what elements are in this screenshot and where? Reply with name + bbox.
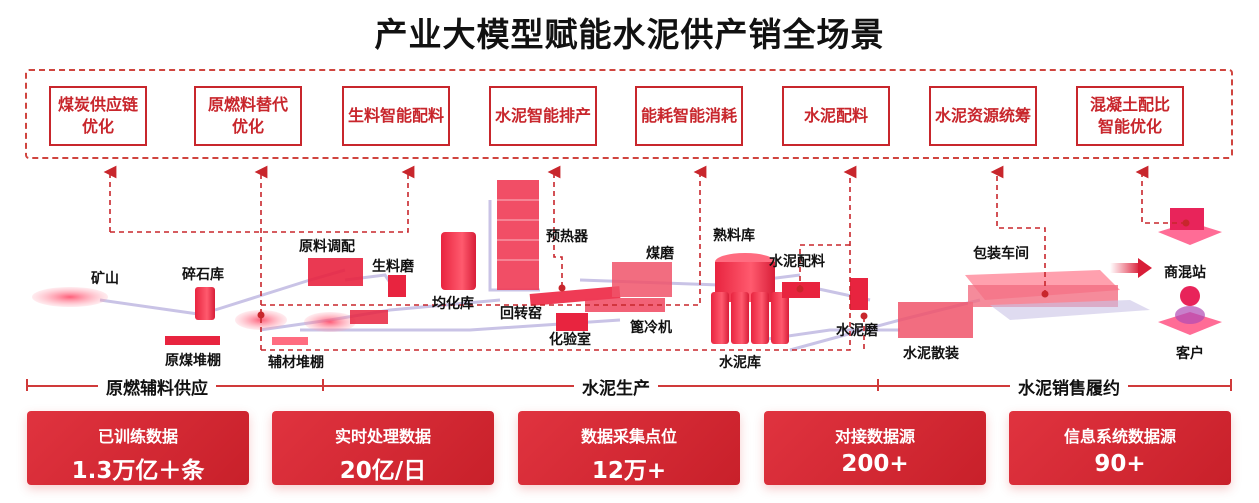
scenario-concrete-mix: 混凝土配比 智能优化: [1076, 86, 1184, 146]
stat-card-info-systems: 信息系统数据源 90+: [1009, 411, 1231, 485]
scenario-line2: 优化: [231, 117, 264, 136]
bulk-loading-icon: [898, 302, 973, 338]
dashed-connectors: [103, 165, 1186, 351]
label-raw-coal-shed: 原煤堆棚: [165, 353, 221, 369]
stat-value: 90+: [1094, 451, 1146, 477]
scenario-coal-supply-chain: 煤炭供应链 优化: [49, 86, 147, 146]
label-customer: 客户: [1176, 346, 1204, 362]
stage-tick: [322, 379, 324, 391]
label-crushed-stone: 碎石库: [182, 267, 224, 283]
stage-tick: [1230, 379, 1232, 391]
scenario-line1: 水泥智能排产: [494, 106, 591, 125]
coal-truck-icon: [165, 336, 220, 345]
scenario-energy: 能耗智能消耗: [635, 86, 743, 146]
raw-blending-icon: [308, 258, 363, 286]
scenario-raw-batching: 生料智能配料: [342, 86, 450, 146]
stat-value: 200+: [841, 451, 909, 477]
label-cooler: 篦冷机: [630, 320, 672, 336]
coal-mill-icon: [612, 262, 672, 297]
stat-label: 对接数据源: [834, 427, 915, 446]
label-aux-shed: 辅材堆棚: [268, 355, 324, 371]
stage-tick: [877, 379, 879, 391]
arrow-right-icon: [1138, 258, 1152, 278]
scenario-line1: 煤炭供应链: [57, 95, 138, 114]
cement-mill-icon: [850, 278, 868, 310]
label-preheater: 预热器: [546, 229, 588, 245]
raw-mill-icon: [388, 275, 406, 297]
scenario-line1: 水泥资源统筹: [934, 106, 1031, 125]
homogenizing-silo-icon: [441, 232, 476, 290]
stage-sales: 水泥销售履约: [1010, 374, 1128, 399]
stat-card-trained-data: 已训练数据 1.3万亿＋条: [27, 411, 249, 485]
scenario-line1: 能耗智能消耗: [640, 106, 737, 125]
stat-label: 信息系统数据源: [1063, 427, 1176, 446]
stat-card-data-sources: 对接数据源 200+: [764, 411, 986, 485]
scenario-line1: 原燃料替代: [207, 95, 288, 114]
connector-dots: [257, 219, 1190, 320]
stat-label: 已训练数据: [97, 427, 178, 446]
stat-card-collection-points: 数据采集点位 12万+: [518, 411, 740, 485]
scenario-line1: 水泥配料: [803, 106, 868, 125]
stat-value: 12万+: [591, 458, 667, 484]
stat-label: 实时处理数据: [334, 427, 431, 446]
crushed-stone-silo-icon: [195, 287, 215, 320]
stat-value: 20亿/日: [339, 458, 427, 484]
customer-icon: [1180, 286, 1200, 306]
stat-card-realtime-data: 实时处理数据 20亿/日: [272, 411, 494, 485]
scenario-scheduling: 水泥智能排产: [489, 86, 597, 146]
stage-production: 水泥生产: [574, 374, 658, 399]
label-clinker: 熟料库: [713, 228, 755, 244]
scenario-line1: 混凝土配比: [1089, 95, 1170, 114]
stage-tick: [26, 379, 28, 391]
stat-value: 1.3万亿＋条: [71, 458, 205, 484]
scenario-resource-planning: 水泥资源统筹: [929, 86, 1037, 146]
cement-silos-icon: [711, 292, 789, 344]
kiln-icon: [529, 286, 621, 306]
label-coal-mill: 煤磨: [646, 246, 674, 262]
scenario-group-frame: [25, 69, 1233, 159]
label-mine: 矿山: [91, 271, 119, 287]
lab-icon: [556, 313, 588, 331]
scenario-cement-batching: 水泥配料: [782, 86, 890, 146]
preheater-tower-icon: [497, 180, 539, 290]
stat-label: 数据采集点位: [580, 427, 677, 446]
label-lab: 化验室: [549, 332, 591, 348]
label-homogenizing: 均化库: [432, 296, 474, 312]
label-kiln: 回转窑: [500, 306, 542, 322]
stage-supply: 原燃辅料供应: [98, 374, 216, 399]
label-raw-blending: 原料调配: [299, 239, 355, 255]
label-cement-silo: 水泥库: [719, 355, 761, 371]
label-cement-batching: 水泥配料: [769, 254, 825, 270]
scenario-line2: 优化: [81, 117, 114, 136]
label-bulk: 水泥散装: [903, 346, 959, 362]
label-raw-mill: 生料磨: [372, 259, 414, 275]
label-packing: 包装车间: [973, 246, 1029, 262]
aux-truck-icon: [272, 337, 308, 345]
shed-icon: [350, 310, 388, 324]
mine-icon: [32, 287, 108, 307]
label-cement-mill: 水泥磨: [836, 323, 878, 339]
dome-storage-icon: [304, 312, 356, 332]
page-title: 产业大模型赋能水泥供产销全场景: [374, 15, 885, 54]
label-concrete-station: 商混站: [1164, 265, 1206, 281]
scenario-line1: 生料智能配料: [347, 106, 444, 125]
scenario-fuel-substitution: 原燃料替代 优化: [194, 86, 302, 146]
scenario-line2: 智能优化: [1097, 117, 1162, 136]
